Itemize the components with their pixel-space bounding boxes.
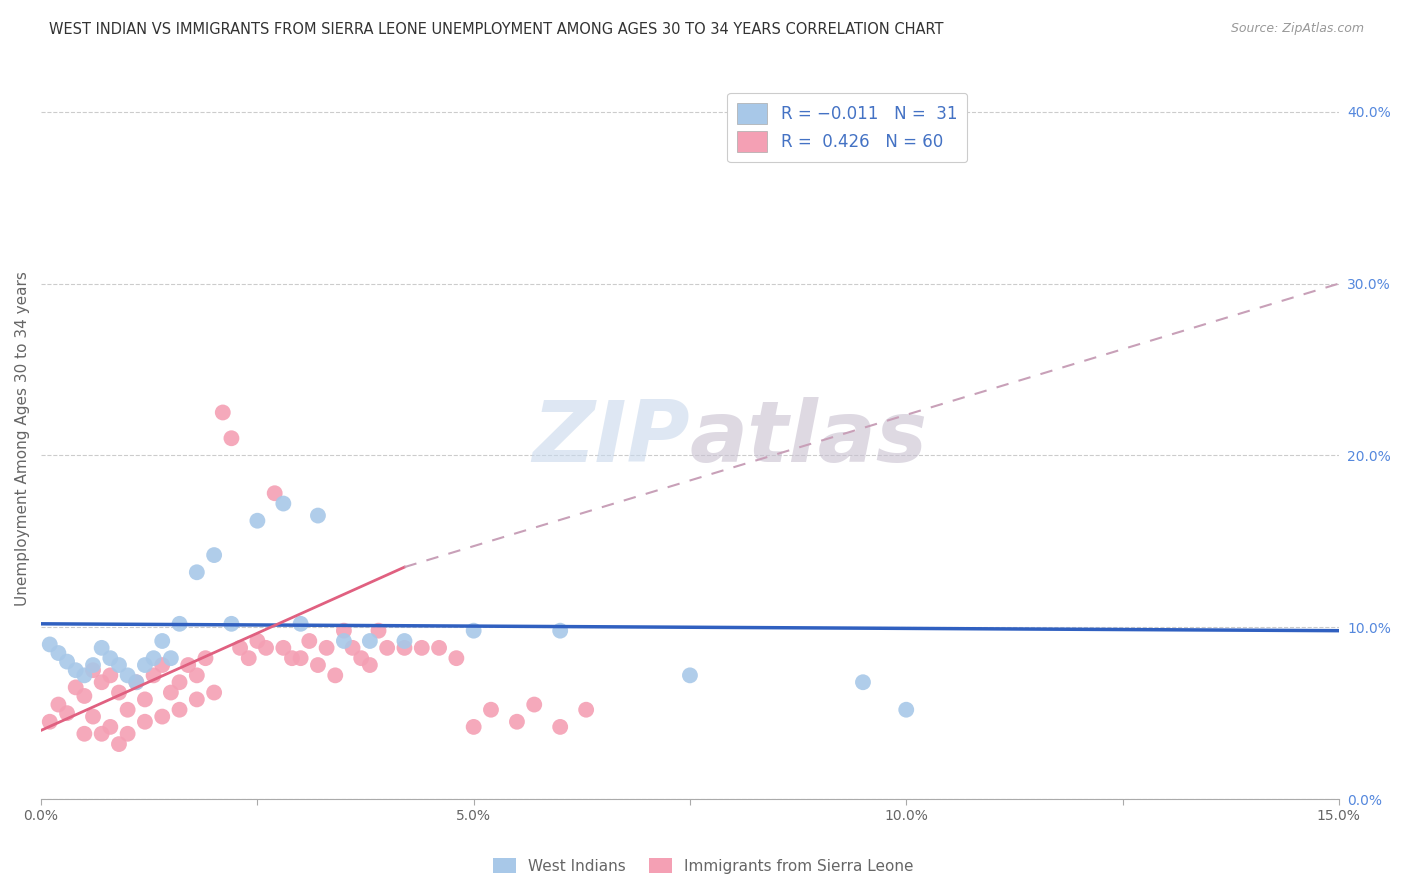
Point (254, 640, 277, 655)
Point (463, 624, 485, 638)
Point (56, 655, 79, 669)
Point (160, 685, 183, 699)
Point (350, 651, 373, 665)
Point (273, 497, 295, 511)
Point (108, 737, 131, 751)
Point (298, 634, 321, 648)
Point (160, 651, 183, 665)
Point (211, 405, 233, 419)
Legend: West Indians, Immigrants from Sierra Leone: West Indians, Immigrants from Sierra Leo… (486, 852, 920, 880)
Point (108, 658, 131, 673)
Point (273, 640, 295, 655)
Point (359, 658, 381, 673)
Point (150, 658, 173, 673)
Point (73, 668, 96, 682)
Point (169, 703, 191, 717)
Point (307, 658, 329, 673)
Point (65, 681, 87, 695)
Point (150, 709, 173, 723)
Point (73, 689, 96, 703)
Point (896, 703, 918, 717)
Point (202, 548, 225, 562)
Point (202, 685, 225, 699)
Point (56, 706, 79, 721)
Point (229, 640, 252, 655)
Point (359, 634, 381, 648)
Point (281, 651, 304, 665)
Point (134, 658, 156, 673)
Point (177, 658, 200, 673)
Point (82, 658, 104, 673)
Point (246, 514, 269, 528)
Point (575, 703, 598, 717)
Point (323, 668, 346, 682)
Point (427, 640, 450, 655)
Point (142, 668, 165, 682)
Point (117, 727, 139, 741)
Point (394, 640, 416, 655)
Point (38, 714, 60, 729)
Text: Source: ZipAtlas.com: Source: ZipAtlas.com (1230, 22, 1364, 36)
Point (194, 651, 217, 665)
Point (479, 703, 502, 717)
Point (333, 634, 356, 648)
Point (523, 698, 546, 712)
Text: WEST INDIAN VS IMMIGRANTS FROM SIERRA LEONE UNEMPLOYMENT AMONG AGES 30 TO 34 YEA: WEST INDIAN VS IMMIGRANTS FROM SIERRA LE… (49, 22, 943, 37)
Point (169, 675, 191, 690)
Point (82, 663, 104, 677)
Point (98, 651, 121, 665)
Point (411, 640, 433, 655)
Point (186, 566, 208, 580)
Point (342, 640, 364, 655)
Point (506, 714, 529, 729)
Point (852, 675, 875, 690)
Point (117, 668, 139, 682)
Point (73, 727, 96, 741)
Point (307, 508, 329, 523)
Point (125, 675, 148, 690)
Point (125, 675, 148, 690)
Point (90, 675, 112, 690)
Point (98, 720, 121, 734)
Point (142, 651, 165, 665)
Point (394, 634, 416, 648)
Point (221, 431, 243, 445)
Point (48, 698, 70, 712)
Point (315, 640, 337, 655)
Point (65, 663, 87, 677)
Point (263, 486, 285, 500)
Point (548, 624, 571, 638)
Point (290, 616, 312, 631)
Point (290, 651, 312, 665)
Text: ZIP: ZIP (533, 397, 690, 480)
Point (38, 637, 60, 651)
Point (82, 709, 104, 723)
Point (108, 685, 131, 699)
Text: atlas: atlas (690, 397, 928, 480)
Legend: R = −0.011   N =  31, R =  0.426   N = 60: R = −0.011 N = 31, R = 0.426 N = 60 (727, 93, 967, 162)
Point (246, 634, 269, 648)
Point (134, 714, 156, 729)
Point (367, 624, 389, 638)
Point (186, 668, 208, 682)
Point (221, 616, 243, 631)
Point (117, 703, 139, 717)
Point (90, 640, 112, 655)
Point (375, 640, 398, 655)
Point (679, 668, 702, 682)
Point (169, 616, 191, 631)
Point (238, 651, 260, 665)
Point (463, 720, 485, 734)
Point (446, 651, 468, 665)
Point (548, 720, 571, 734)
Point (150, 634, 173, 648)
Point (186, 692, 208, 706)
Point (90, 727, 112, 741)
Point (98, 668, 121, 682)
Point (48, 646, 70, 660)
Point (333, 624, 356, 638)
Point (134, 692, 156, 706)
Y-axis label: Unemployment Among Ages 30 to 34 years: Unemployment Among Ages 30 to 34 years (15, 271, 30, 606)
